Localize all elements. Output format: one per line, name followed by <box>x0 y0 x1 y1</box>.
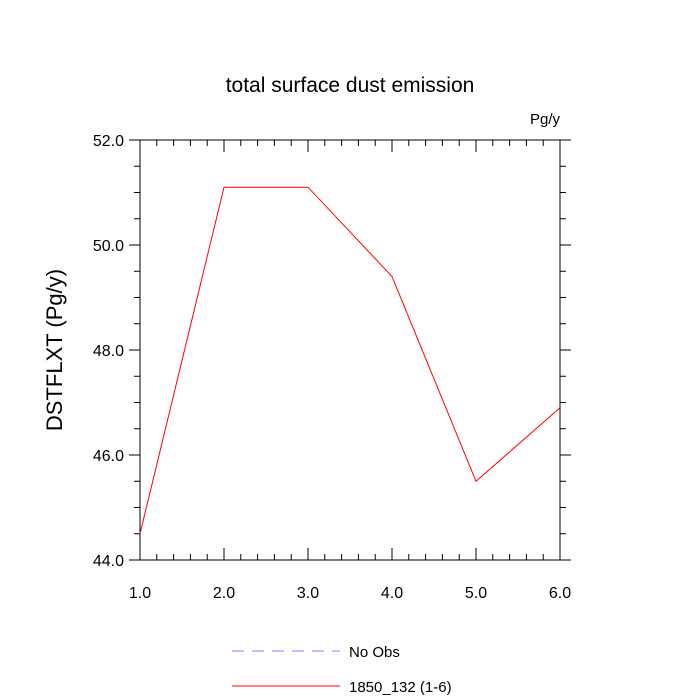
y-tick-label: 52.0 <box>93 133 124 150</box>
y-tick-label: 48.0 <box>93 343 124 360</box>
series-line <box>139 186 561 534</box>
y-tick-label: 46.0 <box>93 448 124 465</box>
axis-tick-labels: 1.0 2.0 3.0 4.0 5.0 6.0 44.0 46.0 48.0 50.0 52.0 <box>93 133 571 602</box>
x-tick-label: 1.0 <box>129 585 151 602</box>
x-tick-label: 4.0 <box>381 585 403 602</box>
legend-label: No Obs <box>349 644 400 661</box>
legend-label: 1850_132 (1-6) <box>349 679 452 696</box>
units-label: Pg/y <box>530 111 561 128</box>
x-tick-label: 2.0 <box>213 585 235 602</box>
chart-title: total surface dust emission <box>226 74 475 97</box>
y-tick-label: 44.0 <box>93 553 124 570</box>
y-axis-label: DSTFLXT (Pg/y) <box>42 269 67 431</box>
x-tick-label: 5.0 <box>465 585 487 602</box>
axis-ticks <box>129 139 571 561</box>
y-tick-label: 50.0 <box>93 238 124 255</box>
plot-frame <box>139 139 561 561</box>
x-tick-label: 6.0 <box>549 585 571 602</box>
x-tick-label: 3.0 <box>297 585 319 602</box>
series-layer <box>139 186 561 534</box>
legend: No Obs 1850_132 (1-6) <box>232 644 452 696</box>
